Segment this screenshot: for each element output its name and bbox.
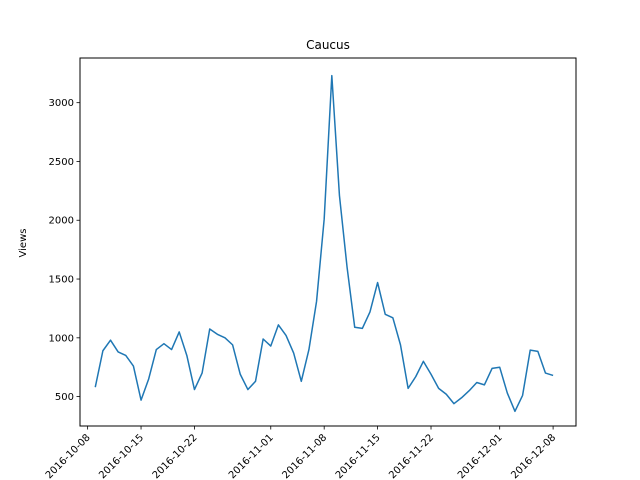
y-axis-label: Views [18,229,29,258]
y-tick-label: 2000 [49,216,74,227]
chart-title: Caucus [306,38,350,52]
series-line [94,74,554,413]
y-tick-label: 2500 [49,157,74,168]
y-tick-label: 1000 [49,333,74,344]
y-tick-label: 500 [55,392,74,403]
plot-frame [79,57,577,427]
y-tick-label: 3000 [49,98,74,109]
y-tick-label: 1500 [49,275,74,286]
